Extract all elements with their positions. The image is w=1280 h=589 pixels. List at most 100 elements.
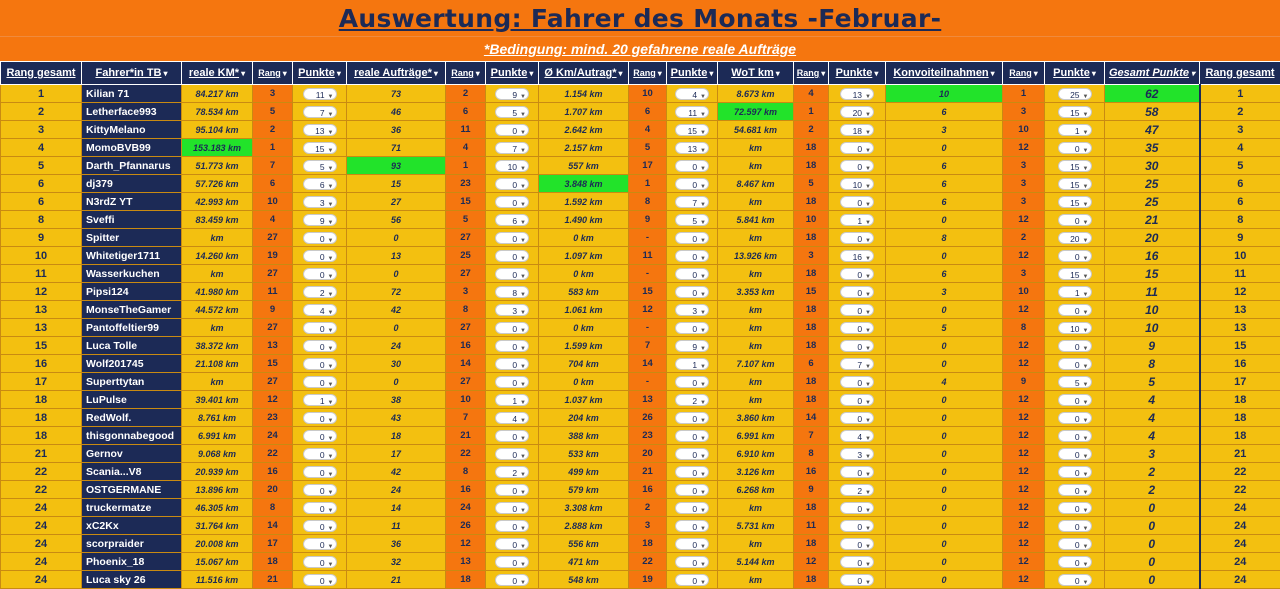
punkte-avg-select[interactable]: 15 ▼ — [675, 123, 709, 136]
punkte-km-select[interactable]: 0 ▼ — [302, 465, 337, 478]
punkte-avg-select[interactable]: 0 ▼ — [675, 159, 709, 172]
col-konvoi[interactable]: Konvoiteilnahmen — [885, 61, 1003, 85]
punkte-auftraege-select[interactable]: 0 ▼ — [495, 177, 529, 190]
punkte-avg-select[interactable]: 0 ▼ — [675, 285, 709, 298]
punkte-km-select[interactable]: 0 ▼ — [302, 321, 337, 334]
punkte-auftraege-select[interactable]: 1 ▼ — [495, 393, 529, 406]
punkte-wot-select[interactable]: 0 ▼ — [840, 555, 874, 568]
punkte-auftraege-select[interactable]: 6 ▼ — [495, 213, 529, 226]
punkte-wot-select[interactable]: 0 ▼ — [840, 519, 874, 532]
punkte-auftraege-select[interactable]: 0 ▼ — [495, 123, 529, 136]
punkte-km-select[interactable]: 4 ▼ — [302, 303, 337, 316]
punkte-auftraege-select[interactable]: 9 ▼ — [495, 87, 529, 100]
punkte-auftraege-select[interactable]: 0 ▼ — [495, 447, 529, 460]
punkte-km-select[interactable]: 3 ▼ — [302, 195, 337, 208]
punkte-avg-select[interactable]: 0 ▼ — [675, 231, 709, 244]
punkte-konvoi-select[interactable]: 0 ▼ — [1057, 465, 1092, 478]
punkte-wot-select[interactable]: 0 ▼ — [840, 411, 874, 424]
punkte-auftraege-select[interactable]: 4 ▼ — [495, 411, 529, 424]
punkte-wot-select[interactable]: 0 ▼ — [840, 537, 874, 550]
punkte-konvoi-select[interactable]: 15 ▼ — [1057, 105, 1092, 118]
punkte-wot-select[interactable]: 0 ▼ — [840, 285, 874, 298]
punkte-konvoi-select[interactable]: 0 ▼ — [1057, 519, 1092, 532]
col-rang-km[interactable]: Rang — [252, 61, 293, 85]
punkte-km-select[interactable]: 0 ▼ — [302, 447, 337, 460]
punkte-konvoi-select[interactable]: 0 ▼ — [1057, 213, 1092, 226]
punkte-km-select[interactable]: 6 ▼ — [302, 177, 337, 190]
punkte-auftraege-select[interactable]: 5 ▼ — [495, 105, 529, 118]
punkte-avg-select[interactable]: 0 ▼ — [675, 447, 709, 460]
punkte-avg-select[interactable]: 0 ▼ — [675, 483, 709, 496]
punkte-avg-select[interactable]: 1 ▼ — [675, 357, 709, 370]
punkte-km-select[interactable]: 11 ▼ — [302, 87, 337, 100]
punkte-auftraege-select[interactable]: 2 ▼ — [495, 465, 529, 478]
punkte-konvoi-select[interactable]: 1 ▼ — [1057, 123, 1092, 136]
col-punkte-auftraege[interactable]: Punkte — [485, 61, 539, 85]
punkte-konvoi-select[interactable]: 0 ▼ — [1057, 393, 1092, 406]
col-punkte-konvoi[interactable]: Punkte — [1044, 61, 1105, 85]
punkte-wot-select[interactable]: 4 ▼ — [840, 429, 874, 442]
punkte-km-select[interactable]: 0 ▼ — [302, 501, 337, 514]
punkte-wot-select[interactable]: 20 ▼ — [840, 105, 874, 118]
punkte-konvoi-select[interactable]: 0 ▼ — [1057, 303, 1092, 316]
punkte-konvoi-select[interactable]: 0 ▼ — [1057, 339, 1092, 352]
punkte-konvoi-select[interactable]: 0 ▼ — [1057, 411, 1092, 424]
col-gesamt-punkte[interactable]: Gesamt Punkte — [1104, 61, 1200, 85]
punkte-wot-select[interactable]: 0 ▼ — [840, 465, 874, 478]
punkte-avg-select[interactable]: 2 ▼ — [675, 393, 709, 406]
punkte-km-select[interactable]: 0 ▼ — [302, 537, 337, 550]
punkte-auftraege-select[interactable]: 0 ▼ — [495, 267, 529, 280]
punkte-avg-select[interactable]: 4 ▼ — [675, 87, 709, 100]
punkte-km-select[interactable]: 0 ▼ — [302, 339, 337, 352]
punkte-avg-select[interactable]: 0 ▼ — [675, 501, 709, 514]
punkte-avg-select[interactable]: 11 ▼ — [675, 105, 709, 118]
punkte-avg-select[interactable]: 13 ▼ — [675, 141, 709, 154]
punkte-wot-select[interactable]: 0 ▼ — [840, 375, 874, 388]
punkte-avg-select[interactable]: 0 ▼ — [675, 321, 709, 334]
punkte-wot-select[interactable]: 10 ▼ — [840, 177, 874, 190]
punkte-km-select[interactable]: 0 ▼ — [302, 267, 337, 280]
punkte-konvoi-select[interactable]: 15 ▼ — [1057, 159, 1092, 172]
punkte-konvoi-select[interactable]: 0 ▼ — [1057, 483, 1092, 496]
punkte-auftraege-select[interactable]: 0 ▼ — [495, 483, 529, 496]
punkte-km-select[interactable]: 5 ▼ — [302, 159, 337, 172]
punkte-auftraege-select[interactable]: 10 ▼ — [495, 159, 529, 172]
punkte-wot-select[interactable]: 0 ▼ — [840, 231, 874, 244]
punkte-wot-select[interactable]: 3 ▼ — [840, 447, 874, 460]
punkte-konvoi-select[interactable]: 15 ▼ — [1057, 195, 1092, 208]
col-fahrer[interactable]: Fahrer*in TB — [81, 61, 182, 85]
punkte-konvoi-select[interactable]: 5 ▼ — [1057, 375, 1092, 388]
punkte-auftraege-select[interactable]: 0 ▼ — [495, 339, 529, 352]
punkte-wot-select[interactable]: 0 ▼ — [840, 339, 874, 352]
punkte-auftraege-select[interactable]: 0 ▼ — [495, 321, 529, 334]
punkte-avg-select[interactable]: 0 ▼ — [675, 411, 709, 424]
punkte-wot-select[interactable]: 0 ▼ — [840, 141, 874, 154]
punkte-avg-select[interactable]: 0 ▼ — [675, 519, 709, 532]
col-rang-avg[interactable]: Rang — [628, 61, 667, 85]
punkte-konvoi-select[interactable]: 0 ▼ — [1057, 501, 1092, 514]
col-reale-km[interactable]: reale KM* — [181, 61, 253, 85]
punkte-km-select[interactable]: 0 ▼ — [302, 375, 337, 388]
punkte-wot-select[interactable]: 0 ▼ — [840, 303, 874, 316]
punkte-konvoi-select[interactable]: 20 ▼ — [1057, 231, 1092, 244]
punkte-km-select[interactable]: 0 ▼ — [302, 483, 337, 496]
col-rang-gesamt[interactable]: Rang gesamt — [0, 61, 82, 85]
punkte-avg-select[interactable]: 9 ▼ — [675, 339, 709, 352]
punkte-konvoi-select[interactable]: 0 ▼ — [1057, 447, 1092, 460]
punkte-avg-select[interactable]: 3 ▼ — [675, 303, 709, 316]
punkte-auftraege-select[interactable]: 0 ▼ — [495, 357, 529, 370]
punkte-km-select[interactable]: 1 ▼ — [302, 393, 337, 406]
punkte-konvoi-select[interactable]: 15 ▼ — [1057, 177, 1092, 190]
punkte-wot-select[interactable]: 0 ▼ — [840, 501, 874, 514]
punkte-auftraege-select[interactable]: 0 ▼ — [495, 249, 529, 262]
punkte-avg-select[interactable]: 0 ▼ — [675, 429, 709, 442]
punkte-wot-select[interactable]: 7 ▼ — [840, 357, 874, 370]
punkte-auftraege-select[interactable]: 3 ▼ — [495, 303, 529, 316]
punkte-avg-select[interactable]: 0 ▼ — [675, 537, 709, 550]
col-rang-auftraege[interactable]: Rang — [445, 61, 486, 85]
punkte-km-select[interactable]: 0 ▼ — [302, 555, 337, 568]
punkte-auftraege-select[interactable]: 0 ▼ — [495, 429, 529, 442]
punkte-konvoi-select[interactable]: 0 ▼ — [1057, 141, 1092, 154]
punkte-avg-select[interactable]: 0 ▼ — [675, 249, 709, 262]
punkte-konvoi-select[interactable]: 0 ▼ — [1057, 357, 1092, 370]
